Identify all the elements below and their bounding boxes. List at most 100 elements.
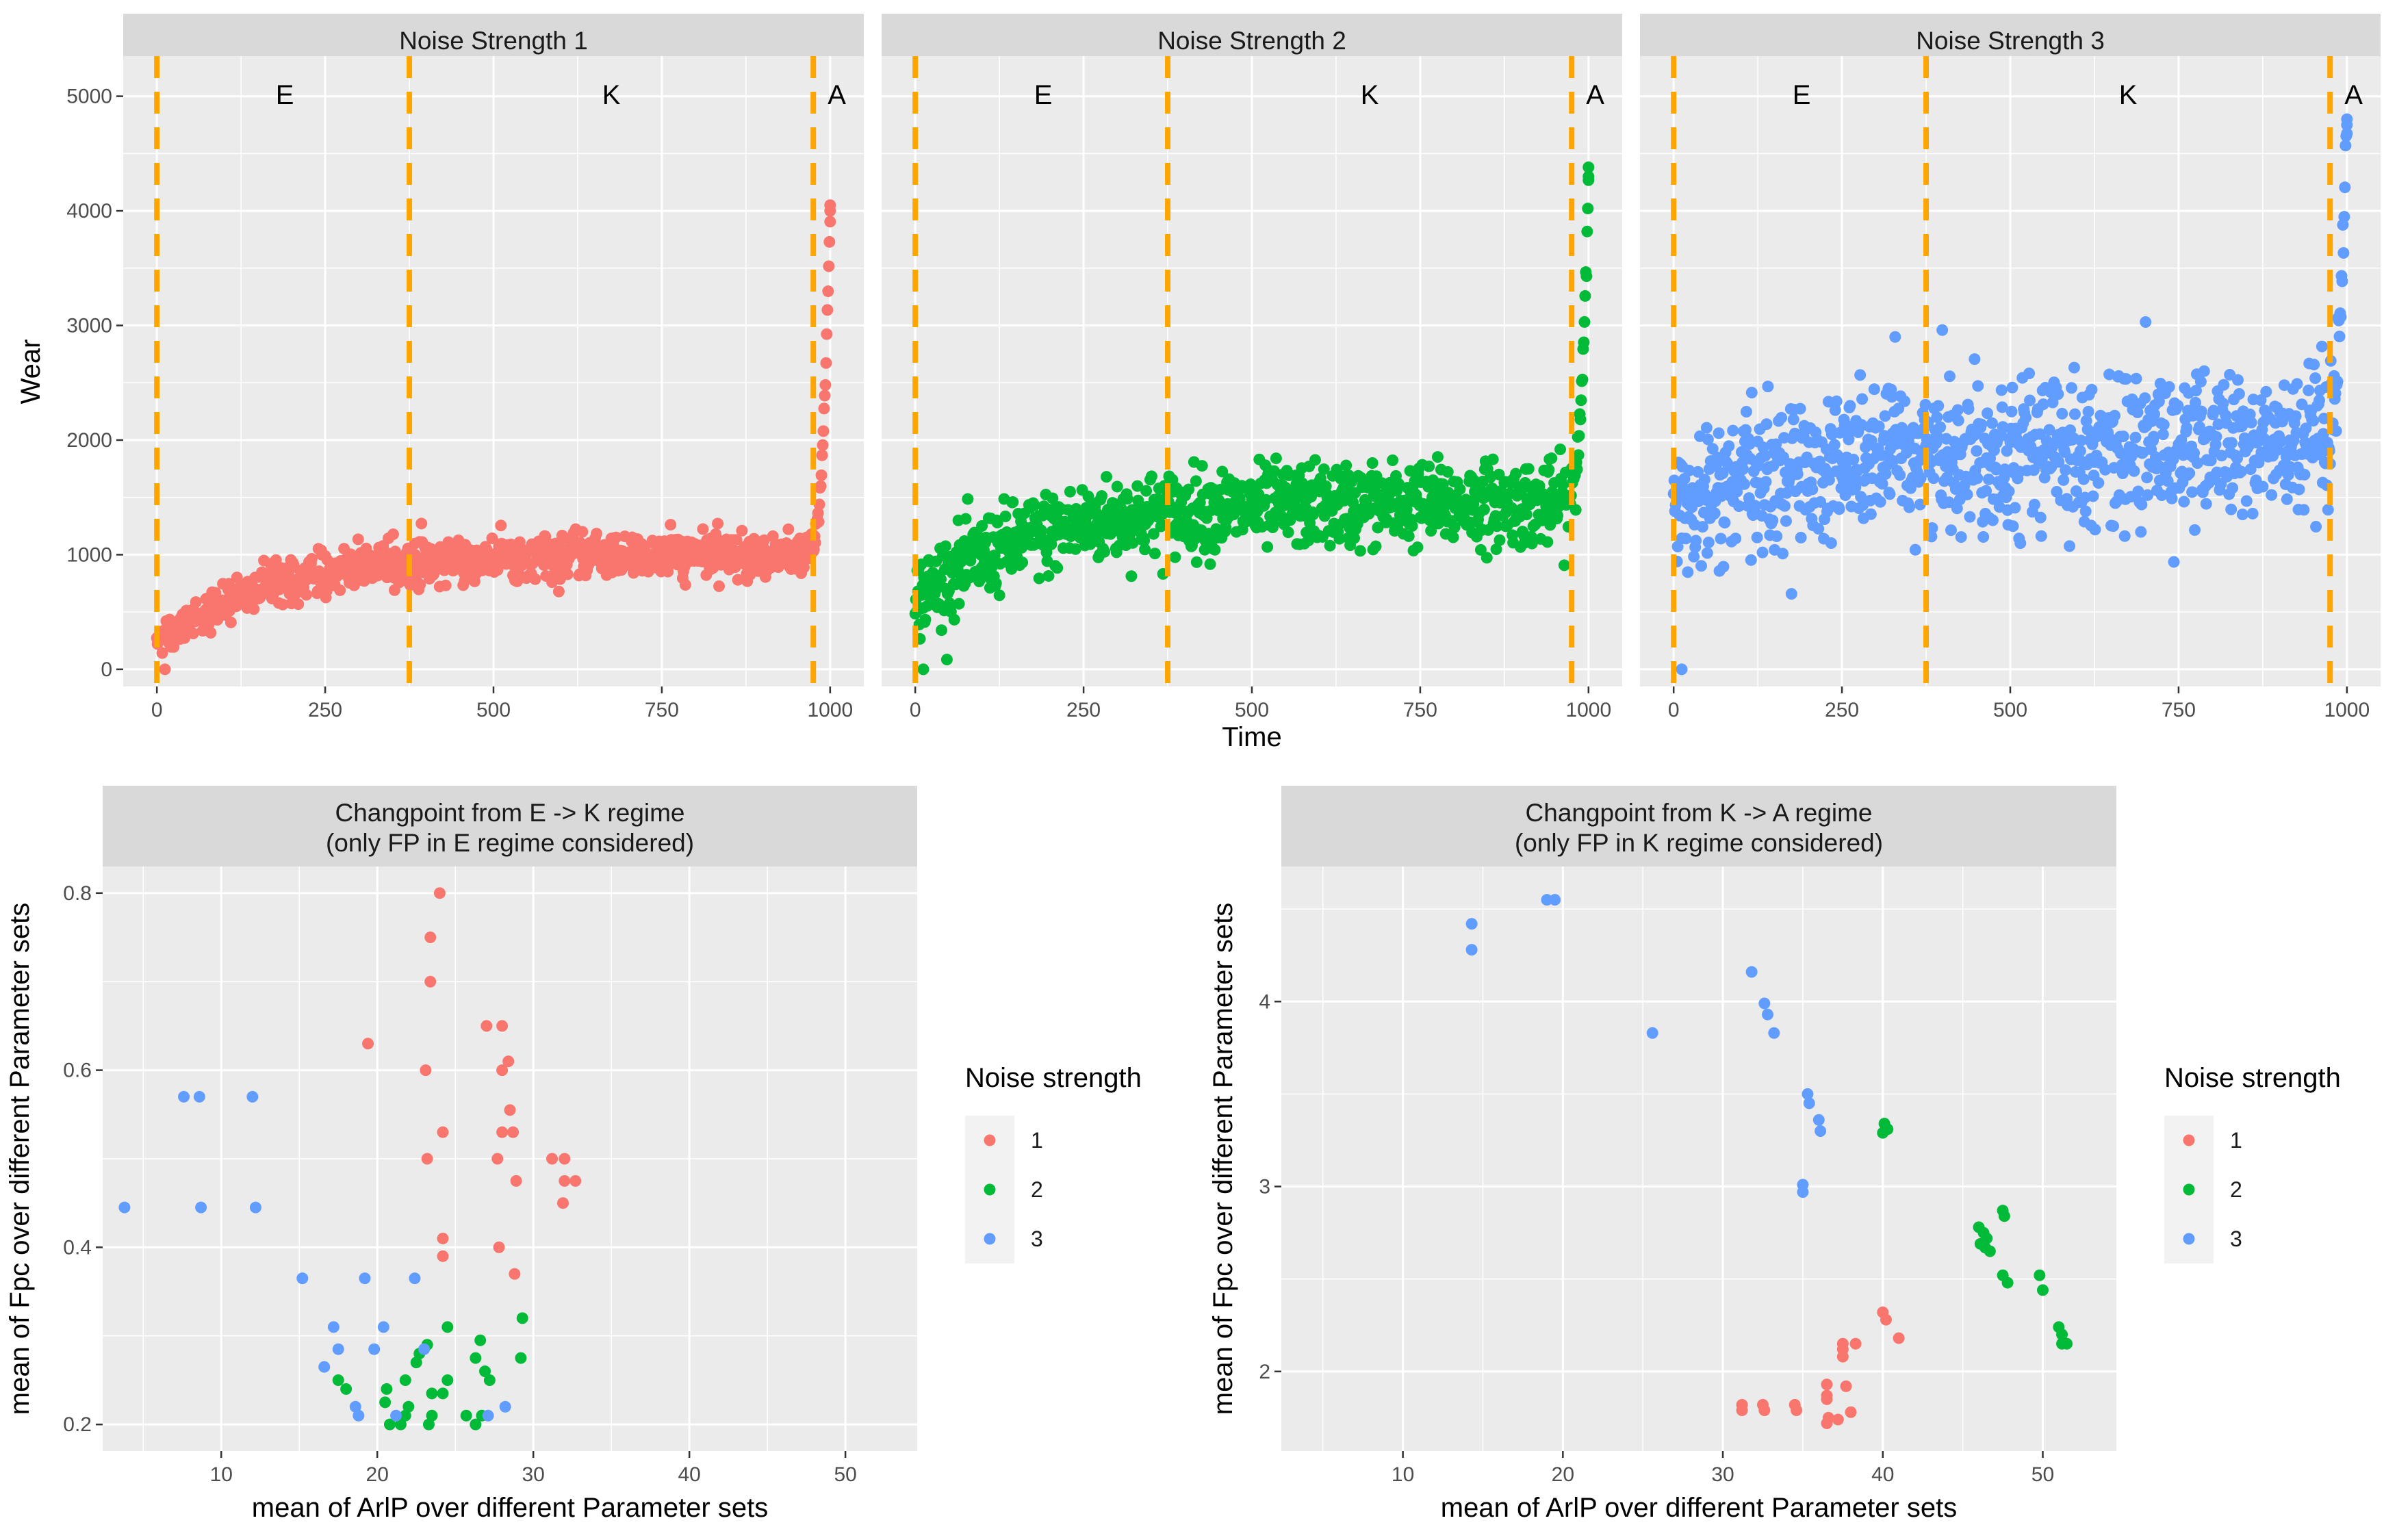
data-point [1096, 490, 1108, 502]
data-point [2340, 140, 2352, 152]
data-point [1995, 384, 2008, 396]
data-point [410, 1357, 422, 1369]
data-point [394, 1418, 407, 1430]
data-point [1480, 552, 1493, 564]
regime-label: E [276, 80, 294, 110]
data-point [2186, 486, 2199, 498]
data-point [1972, 380, 1984, 392]
legend-swatch [984, 1233, 996, 1245]
data-point [1702, 536, 1715, 548]
facet-strip [103, 786, 917, 867]
data-point [758, 534, 770, 546]
data-point [1578, 336, 1590, 348]
data-point [2079, 505, 2092, 517]
tick-label-x: 10 [210, 1463, 233, 1486]
data-point [1190, 556, 1203, 568]
data-point [1558, 559, 1570, 572]
data-point [1943, 496, 1955, 509]
tick-label-y: 5000 [66, 86, 112, 108]
facet-strip [1281, 786, 2116, 867]
data-point [1016, 556, 1029, 569]
data-point [2313, 394, 2325, 407]
data-point [819, 378, 832, 391]
data-point [2153, 396, 2165, 408]
data-point [1990, 463, 2002, 476]
regime-label: K [602, 80, 621, 110]
data-point [1982, 407, 1994, 420]
legend-swatch [984, 1183, 996, 1196]
data-point [2014, 537, 2027, 550]
data-point [782, 523, 795, 535]
data-point [1964, 511, 1976, 523]
data-point [2210, 431, 2222, 443]
data-point [1069, 543, 1081, 555]
legend-label: 1 [1031, 1128, 1043, 1153]
data-point [1975, 418, 1988, 431]
data-point [976, 520, 988, 532]
data-point [2218, 378, 2230, 391]
data-point [1780, 515, 1792, 527]
data-point [187, 628, 199, 640]
data-point [1943, 370, 1956, 383]
data-point [1333, 532, 1346, 545]
data-point [1261, 541, 1274, 553]
data-point [2089, 524, 2101, 536]
data-point [2318, 412, 2330, 424]
data-point [334, 584, 346, 596]
data-point [1490, 543, 1502, 556]
data-point [1680, 532, 1692, 545]
regime-label: K [1361, 80, 1379, 110]
data-point [504, 1104, 516, 1116]
data-point [919, 613, 932, 626]
data-point [507, 1126, 520, 1138]
data-point [2148, 431, 2160, 443]
legend-swatch [2183, 1233, 2195, 1245]
data-point [2189, 524, 2201, 536]
data-point [1309, 454, 1321, 466]
facet-title: Noise Strength 1 [399, 27, 588, 55]
data-point [460, 1409, 472, 1422]
data-point [418, 1343, 431, 1355]
data-point [483, 1374, 496, 1386]
data-point [2155, 489, 2168, 501]
regime-label: A [828, 80, 846, 110]
data-point [1977, 530, 1990, 543]
facet-strip [882, 14, 1622, 56]
tick-label-x: 1000 [807, 699, 853, 721]
data-point [352, 1409, 365, 1422]
data-point [479, 1365, 491, 1378]
data-point [1491, 520, 1503, 532]
data-point [1864, 508, 1877, 520]
legend-title: Noise strength [965, 1063, 1142, 1093]
data-point [209, 587, 222, 599]
panel-title-line-1: Changpoint from K -> A regime [1526, 799, 1873, 827]
facet-strip [123, 14, 864, 56]
data-point [1983, 473, 1995, 485]
facet-strip [1640, 14, 2381, 56]
data-point [552, 585, 565, 598]
data-point [1795, 532, 1807, 544]
data-point [1702, 433, 1714, 446]
data-point [1884, 488, 1896, 500]
changepoint-k-to-a-panel: Changpoint from K -> A regime(only FP in… [1208, 786, 2341, 1523]
data-point [1759, 450, 1771, 462]
data-point [2200, 498, 2212, 510]
data-point [1448, 521, 1461, 533]
tick-label-x: 750 [645, 699, 679, 721]
data-point [2190, 396, 2201, 409]
data-point [1761, 1008, 1773, 1021]
data-point [1169, 551, 1181, 563]
data-point [1893, 1332, 1905, 1344]
data-point [1823, 474, 1835, 486]
tick-label-y: 0 [101, 658, 112, 681]
data-point [2246, 507, 2259, 519]
data-point [2117, 431, 2129, 443]
data-point [2064, 540, 2076, 552]
data-point [516, 1312, 528, 1324]
data-point [2338, 211, 2350, 223]
data-point [193, 1090, 205, 1103]
panel-title-line-2: (only FP in K regime considered) [1515, 829, 1883, 857]
data-point [1140, 485, 1153, 497]
data-point [2333, 331, 2346, 343]
data-point [1740, 405, 1752, 418]
